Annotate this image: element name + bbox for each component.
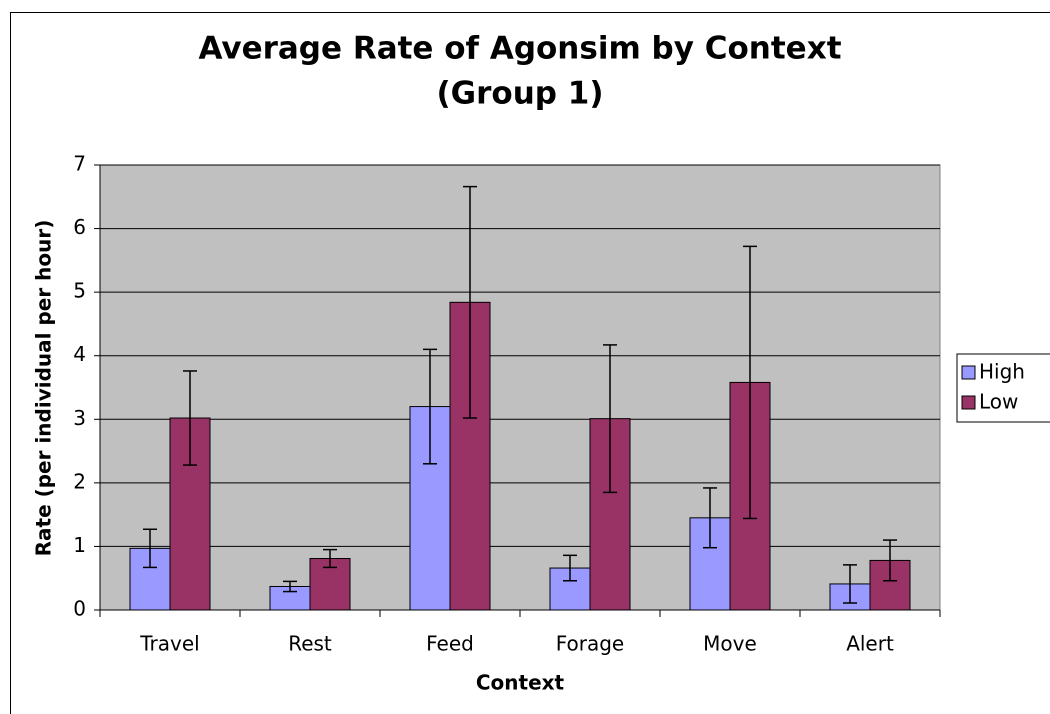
- x-tick-label: Rest: [288, 632, 332, 656]
- plot-area: [99, 164, 941, 611]
- x-tick-label: Move: [703, 632, 757, 656]
- legend-label: Low: [979, 390, 1018, 414]
- y-tick-label: 7: [73, 152, 86, 176]
- error-bar: [563, 554, 577, 582]
- chart-title: Average Rate of Agonsim by Context: [198, 31, 841, 67]
- legend: [956, 353, 1050, 423]
- legend-swatch: [961, 365, 976, 380]
- legend-swatch: [961, 395, 976, 410]
- y-tick-label: 1: [73, 533, 86, 557]
- error-bar: [743, 245, 757, 520]
- x-axis-title: Context: [476, 671, 565, 695]
- y-tick-label: 3: [73, 406, 86, 430]
- error-bar: [703, 487, 717, 549]
- y-tick-label: 2: [73, 469, 86, 493]
- legend-label: High: [979, 360, 1025, 384]
- x-tick-label: Alert: [846, 632, 894, 656]
- error-bar: [143, 528, 157, 569]
- error-bar: [843, 564, 857, 604]
- y-tick-label: 0: [73, 597, 86, 621]
- x-tick-label: Feed: [426, 632, 474, 656]
- error-bar: [883, 539, 897, 582]
- y-tick-label: 4: [73, 342, 86, 366]
- error-bar: [463, 185, 477, 419]
- error-bar: [183, 370, 197, 466]
- x-tick-label: Travel: [139, 632, 199, 656]
- chart-title: (Group 1): [437, 76, 604, 112]
- error-bar: [603, 344, 617, 494]
- error-bar: [283, 580, 297, 593]
- y-axis-title: Rate (per individual per hour): [32, 220, 56, 557]
- error-bar: [323, 548, 337, 569]
- y-tick-label: 5: [73, 279, 86, 303]
- x-tick-label: Forage: [556, 632, 625, 656]
- error-bar: [423, 348, 437, 465]
- y-tick-label: 6: [73, 215, 86, 239]
